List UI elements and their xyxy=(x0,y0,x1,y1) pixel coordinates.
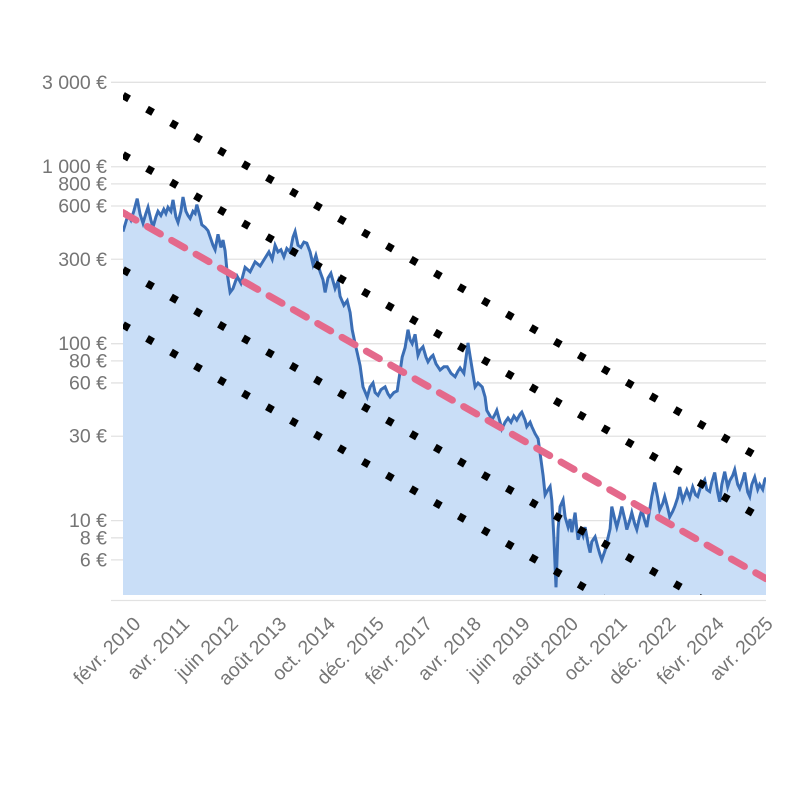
y-axis-labels: 3 000 € 1 000 €800 €600 € 300 € 100 €80 €60… xyxy=(42,72,107,572)
y-tick-label: 100 € xyxy=(58,333,107,355)
price-line xyxy=(123,196,766,588)
y-tick-label: 6 € xyxy=(80,549,107,571)
y-tick-label: 60 € xyxy=(69,372,107,394)
y-tick-label: 10 € xyxy=(69,510,107,532)
y-tick-label: 300 € xyxy=(58,249,107,271)
y-tick-label: 8 € xyxy=(80,527,107,549)
y-tick-label: 1 000 € xyxy=(42,156,107,178)
y-tick-label: 3 000 € xyxy=(42,72,107,94)
y-tick-label: 30 € xyxy=(69,426,107,448)
y-tick-label: 800 € xyxy=(58,173,107,195)
trend-line xyxy=(123,209,766,583)
plot-area xyxy=(123,92,766,595)
y-tick-label: 600 € xyxy=(58,196,107,218)
y-tick-label: 80 € xyxy=(69,350,107,372)
